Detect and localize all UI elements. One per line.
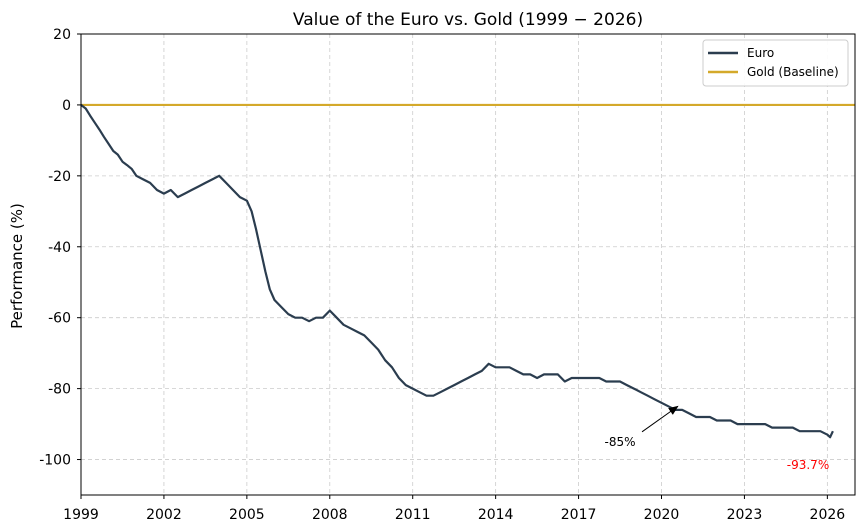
annotation-arrow [641, 405, 679, 433]
y-tick-label: -100 [39, 453, 71, 469]
x-tick-label: 2014 [478, 507, 514, 523]
x-tick-label: 2002 [146, 507, 182, 523]
legend-box [702, 39, 849, 87]
grid [80, 33, 855, 495]
x-tick-label: 2026 [810, 507, 846, 523]
legend-label-euro: Euro [747, 46, 774, 60]
y-tick-label: -80 [48, 382, 71, 398]
y-tick-label: 0 [62, 98, 71, 114]
x-tick-label: 2005 [229, 507, 265, 523]
tick-layer: 1999 2002 2005 2008 2011 2014 2017 2020 2023 2026… [39, 27, 845, 523]
x-tick-label: 2008 [312, 507, 348, 523]
y-tick-label: -20 [48, 169, 71, 185]
plot-frame [80, 33, 856, 496]
x-tick-label: 2020 [644, 507, 680, 523]
annotation-layer: -85% -93.7% [605, 405, 829, 472]
y-tick-label: -40 [48, 240, 71, 256]
series-line-euro [80, 104, 834, 439]
series-layer [80, 103, 855, 439]
annotation-label-final: -93.7% [787, 458, 829, 472]
y-axis-label: Performance (%) [8, 203, 26, 329]
x-tick-label: 1999 [63, 507, 99, 523]
y-tick-label: -60 [48, 311, 71, 327]
legend: Euro Gold (Baseline) [702, 39, 849, 87]
y-tick-label: 20 [53, 27, 71, 43]
legend-label-gold: Gold (Baseline) [747, 65, 839, 79]
x-tick-label: 2017 [561, 507, 597, 523]
x-tick-label: 2011 [395, 507, 431, 523]
chart-title: Value of the Euro vs. Gold (1999 − 2026) [293, 10, 643, 30]
x-tick-label: 2023 [727, 507, 763, 523]
annotation-label-85: -85% [605, 435, 636, 449]
